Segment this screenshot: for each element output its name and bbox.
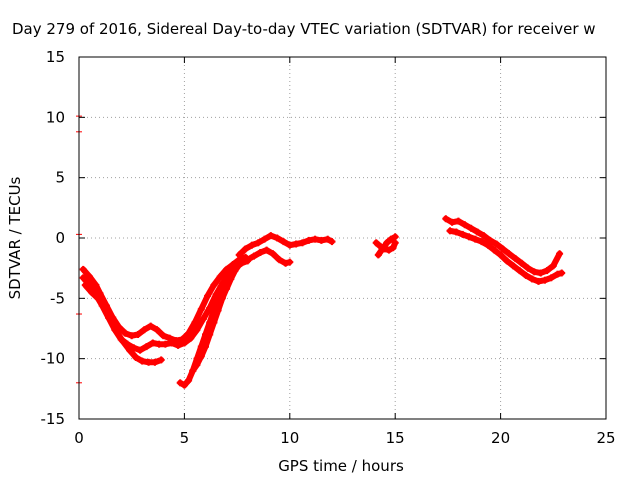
grid-lines <box>79 57 606 419</box>
data-point <box>157 356 165 364</box>
series-track-j <box>442 215 564 277</box>
data-point <box>391 239 399 247</box>
y-tick-label: 5 <box>55 169 65 187</box>
y-tick-label: 0 <box>55 229 65 247</box>
data-points <box>79 215 566 389</box>
series-track-g <box>244 246 294 267</box>
y-tick-label: -15 <box>41 410 66 428</box>
y-tick-label: -5 <box>50 289 65 307</box>
x-tick-label: 20 <box>491 429 510 447</box>
x-tick-label: 0 <box>74 429 84 447</box>
axis-ticks <box>78 56 607 420</box>
series-track-k <box>446 227 566 285</box>
data-point <box>391 233 399 241</box>
x-axis-label: GPS time / hours <box>278 457 404 475</box>
data-point <box>328 238 336 246</box>
series-track-c <box>81 281 165 366</box>
series-track-f <box>235 232 336 259</box>
data-point <box>549 250 563 270</box>
data-point <box>558 269 566 277</box>
y-axis-label: SDTVAR / TECUs <box>6 176 24 299</box>
x-tick-label: 10 <box>280 429 299 447</box>
data-point <box>286 258 294 266</box>
y-tick-label: -10 <box>41 350 66 368</box>
x-tick-label: 25 <box>596 429 615 447</box>
series-track-i <box>372 239 399 254</box>
x-tick-label: 15 <box>386 429 405 447</box>
series-track-e <box>189 257 247 375</box>
plot-frame <box>78 56 607 420</box>
data-point <box>556 250 564 258</box>
y-tick-label: 10 <box>46 108 65 126</box>
x-tick-labels: 0 5 10 15 20 25 <box>74 429 615 447</box>
chart-title: Day 279 of 2016, Sidereal Day-to-day VTE… <box>12 20 596 38</box>
y-tick-label: 15 <box>46 48 65 66</box>
x-tick-label: 5 <box>180 429 190 447</box>
point-band <box>550 250 563 269</box>
y-tick-labels: -15 -10 -5 0 5 10 15 <box>41 48 66 428</box>
